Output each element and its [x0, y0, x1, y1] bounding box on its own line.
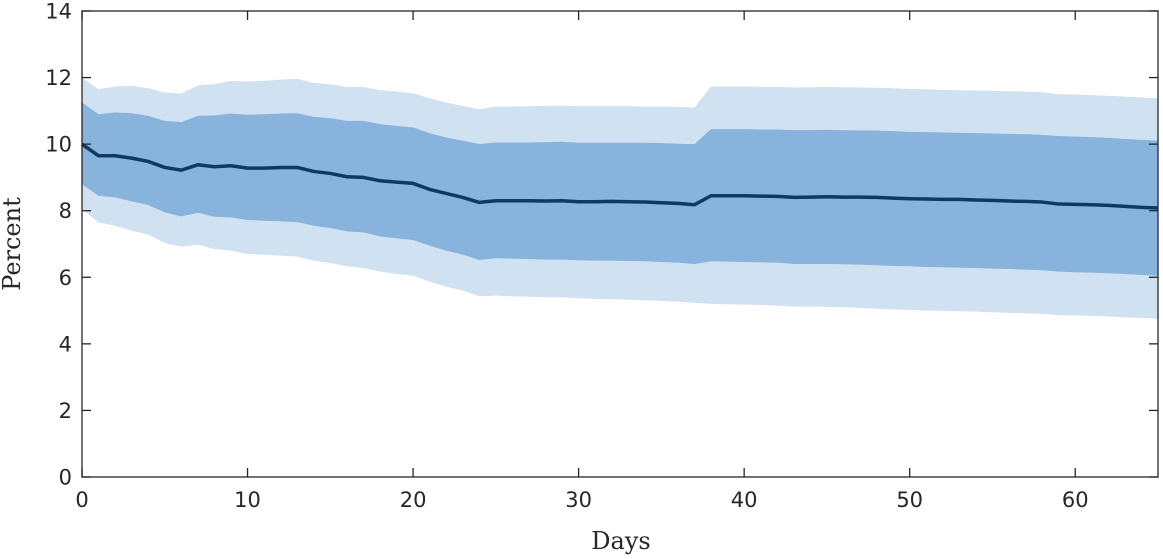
y-tick-label: 6	[59, 266, 72, 290]
x-tick-label: 20	[400, 488, 427, 512]
x-tick-label: 0	[75, 488, 88, 512]
confidence-bands	[82, 77, 1158, 319]
axes: 0 10 20 30 40 50 60 0 2 4 6 8 10 12 14	[45, 0, 1159, 512]
x-axis-title: Days	[591, 527, 650, 555]
x-tick-label: 30	[565, 488, 592, 512]
plot-frame	[81, 10, 1159, 478]
x-tick-label: 10	[234, 488, 261, 512]
y-tick-label: 14	[45, 0, 72, 24]
inner-band	[82, 102, 1158, 276]
y-tick-label: 12	[45, 66, 72, 90]
x-tick-label: 40	[731, 488, 758, 512]
median-series	[80, 142, 1159, 210]
y-tick-label: 8	[59, 199, 72, 223]
y-axis-title: Percent	[0, 197, 26, 291]
y-tick-label: 0	[59, 466, 72, 490]
y-tick-label: 10	[45, 133, 72, 157]
median-line	[80, 142, 1159, 210]
y-tick-label: 2	[59, 399, 72, 423]
x-tick-label: 50	[896, 488, 923, 512]
y-tick-label: 4	[59, 332, 72, 356]
x-tick-label: 60	[1062, 488, 1089, 512]
